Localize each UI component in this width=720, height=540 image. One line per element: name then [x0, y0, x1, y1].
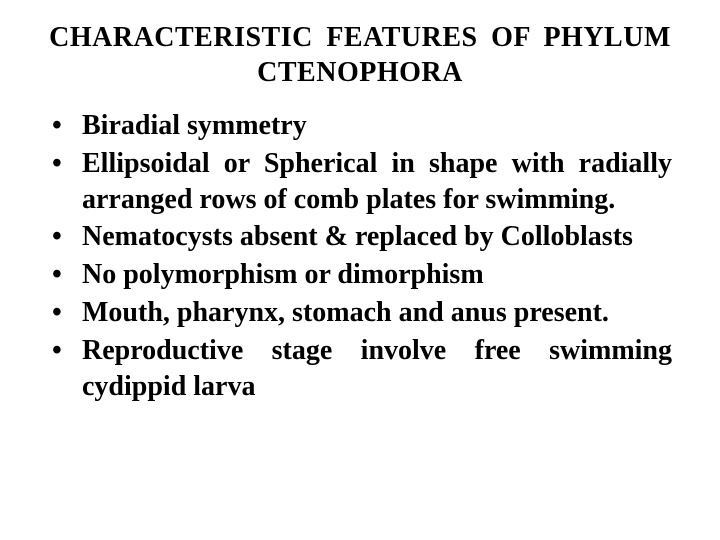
title-line-1: CHARACTERISTIC FEATURES OF PHYLUM — [49, 22, 671, 53]
slide-title: CHARACTERISTIC FEATURES OF PHYLUM CTENOP… — [48, 20, 672, 90]
list-item: Biradial symmetry — [82, 108, 672, 144]
list-item: Reproductive stage involve free swimming… — [82, 333, 672, 405]
title-line-2: CTENOPHORA — [257, 57, 463, 88]
bullet-text: Mouth, pharynx, stomach and anus present… — [82, 297, 609, 328]
bullet-list: Biradial symmetry Ellipsoidal or Spheric… — [48, 108, 672, 405]
bullet-text: Reproductive stage involve free swimming… — [82, 335, 672, 402]
list-item: Mouth, pharynx, stomach and anus present… — [82, 295, 672, 331]
list-item: Ellipsoidal or Spherical in shape with r… — [82, 146, 672, 218]
bullet-text: Nematocysts absent & replaced by Collobl… — [82, 221, 633, 252]
list-item: Nematocysts absent & replaced by Collobl… — [82, 219, 672, 255]
bullet-text: No polymorphism or dimorphism — [82, 259, 484, 290]
bullet-text: Biradial symmetry — [82, 110, 307, 141]
bullet-text: Ellipsoidal or Spherical in shape with r… — [82, 148, 672, 215]
list-item: No polymorphism or dimorphism — [82, 257, 672, 293]
